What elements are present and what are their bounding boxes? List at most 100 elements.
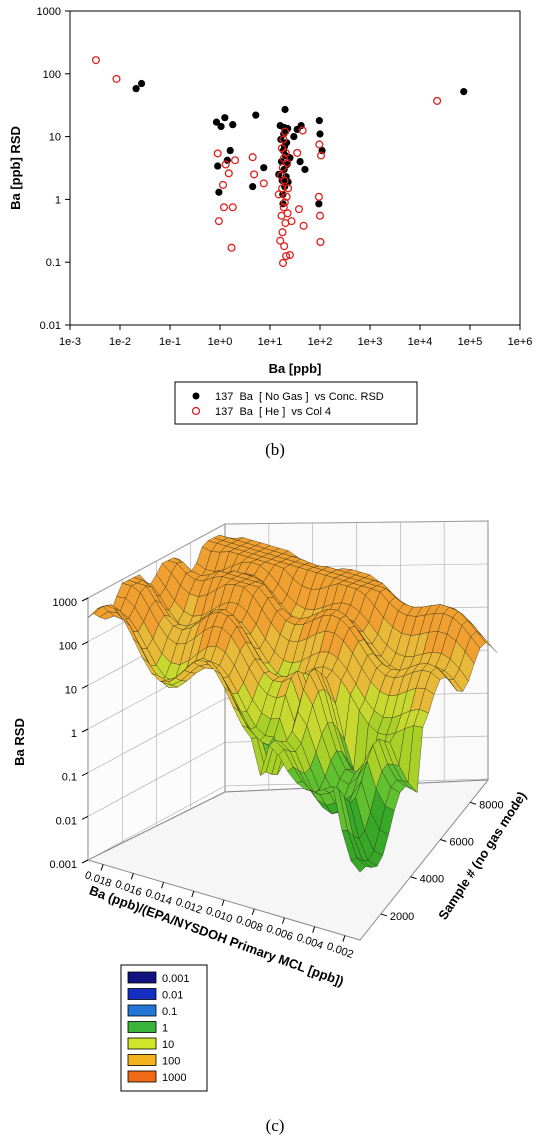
data-point-no-gas bbox=[283, 139, 291, 147]
data-point-no-gas bbox=[223, 156, 231, 164]
data-point-he bbox=[276, 236, 285, 245]
data-point-he bbox=[278, 184, 287, 193]
y-tick-label: 0.01 bbox=[40, 320, 61, 332]
color-legend-swatch bbox=[127, 971, 157, 984]
data-point-he bbox=[314, 192, 323, 201]
series-no-gas-points bbox=[132, 79, 468, 208]
data-point-no-gas bbox=[290, 133, 298, 141]
data-point-no-gas bbox=[249, 182, 257, 191]
data-point-no-gas bbox=[137, 79, 146, 88]
y-tick-label-3d: 4000 bbox=[420, 874, 444, 886]
data-point-he bbox=[214, 217, 223, 226]
data-point-he bbox=[280, 176, 289, 185]
scatter-chart-b: 1e-3 1e-2 1e-1 1e+0 1e+1 1e+2 1e+3 1e+4 1e+5 1e+6… bbox=[8, 6, 532, 459]
x-tick-mark-3d bbox=[161, 882, 165, 889]
legend: 137 Ba [ No Gas ] vs Conc. RSD 137 Ba [ … bbox=[174, 381, 418, 425]
x-tick-label: 1e+1 bbox=[258, 336, 283, 348]
plot-area-frame bbox=[69, 10, 521, 326]
x-tick-mark-3d bbox=[221, 899, 225, 907]
data-point-he bbox=[282, 192, 291, 201]
x-tick-label: 1e-2 bbox=[109, 336, 131, 348]
x-axis-ticks: 1e-3 1e-2 1e-1 1e+0 1e+1 1e+2 1e+3 1e+4 1e+5 1e+6 bbox=[59, 325, 532, 348]
legend-box bbox=[174, 381, 418, 425]
y-axis-label: Ba [ppb] RSD bbox=[8, 126, 23, 210]
x-tick-label: 1e+3 bbox=[358, 336, 383, 348]
data-point-he bbox=[287, 217, 296, 226]
z-tick-mark bbox=[81, 597, 89, 602]
x-tick-mark-3d bbox=[251, 908, 255, 916]
z-tick-label: 1000 bbox=[53, 597, 77, 609]
color-legend-label: 0.001 bbox=[162, 973, 190, 985]
color-legend-swatch bbox=[127, 1021, 157, 1033]
z-axis-label: Ba RSD bbox=[12, 718, 27, 766]
y-tick-label-3d: 2000 bbox=[390, 911, 414, 923]
surface-mesh bbox=[87, 534, 498, 873]
data-point-he bbox=[283, 209, 292, 218]
y-tick-label: 10 bbox=[49, 132, 61, 144]
z-axis-ticks: 1000 100 10 1 0.1 0.01 0.001 bbox=[49, 597, 89, 871]
data-point-no-gas bbox=[277, 135, 285, 144]
z-tick-label: 0.01 bbox=[56, 815, 77, 827]
x-tick-label-3d: 0.008 bbox=[234, 914, 264, 935]
y-axis-ticks-3d: 2000 4000 6000 8000 bbox=[380, 799, 504, 923]
z-tick-mark bbox=[81, 815, 89, 820]
color-legend-swatch bbox=[127, 1037, 157, 1050]
x-tick-mark-3d bbox=[130, 873, 134, 880]
color-legend-swatch bbox=[127, 1070, 157, 1083]
y-tick-mark-3d bbox=[380, 913, 387, 917]
data-point-he bbox=[259, 179, 268, 188]
z-tick-label: 0.001 bbox=[49, 859, 77, 871]
data-point-he bbox=[279, 135, 288, 144]
x-tick-label-3d: 0.002 bbox=[325, 940, 355, 961]
data-point-he bbox=[281, 148, 290, 157]
y-tick-label: 100 bbox=[43, 69, 61, 81]
x-axis-label: Ba [ppb] bbox=[269, 361, 322, 376]
data-point-no-gas bbox=[301, 165, 309, 174]
color-legend-swatch bbox=[127, 988, 157, 1000]
x-tick-label: 1e-1 bbox=[159, 336, 181, 348]
x-tick-mark-3d bbox=[191, 890, 195, 898]
data-point-no-gas bbox=[214, 162, 222, 170]
color-legend: 0.001 0.01 0.1 1 10 100 1000 bbox=[120, 964, 208, 1092]
data-point-no-gas bbox=[260, 164, 268, 172]
legend-label-no-gas: 137 Ba [ No Gas ] vs Conc. RSD bbox=[215, 391, 384, 403]
y-tick-label: 0.1 bbox=[46, 257, 61, 269]
x-tick-label-3d: 0.004 bbox=[295, 932, 325, 953]
y-tick-label-3d: 8000 bbox=[479, 799, 503, 811]
color-legend-label: 100 bbox=[162, 1056, 180, 1068]
x-tick-mark-3d bbox=[342, 935, 346, 942]
color-legend-label: 1 bbox=[162, 1023, 168, 1035]
data-point-no-gas bbox=[315, 116, 323, 125]
legend-marker-he bbox=[191, 406, 201, 416]
x-tick-mark-3d bbox=[100, 864, 104, 871]
y-axis-ticks: 1000 100 10 1 0.1 0.01 bbox=[37, 6, 70, 332]
x-tick-label-3d: 0.006 bbox=[264, 923, 294, 944]
data-point-he bbox=[91, 56, 100, 65]
x-tick-label-3d: 0.010 bbox=[204, 905, 234, 926]
x-tick-label: 1e+6 bbox=[508, 336, 533, 348]
color-legend-label: 1000 bbox=[162, 1072, 186, 1084]
data-point-he bbox=[213, 149, 222, 158]
data-point-he bbox=[248, 153, 257, 162]
data-point-no-gas bbox=[229, 121, 237, 129]
data-point-he bbox=[285, 250, 294, 260]
data-point-he bbox=[282, 252, 291, 261]
x-tick-label: 1e-3 bbox=[59, 336, 81, 348]
data-point-no-gas bbox=[215, 188, 223, 196]
x-tick-mark-3d bbox=[312, 926, 316, 933]
data-point-he bbox=[280, 242, 289, 251]
data-point-no-gas bbox=[252, 111, 260, 119]
data-point-he bbox=[221, 160, 230, 169]
data-point-he bbox=[316, 237, 325, 247]
legend-label-he: 137 Ba [ He ] vs Col 4 bbox=[215, 406, 331, 418]
data-point-he bbox=[227, 243, 236, 252]
x-tick-mark-3d bbox=[281, 917, 285, 924]
data-point-he bbox=[250, 170, 259, 179]
data-point-no-gas bbox=[226, 146, 234, 155]
data-point-he bbox=[280, 198, 289, 207]
data-point-he bbox=[317, 151, 326, 160]
data-point-he bbox=[274, 190, 283, 199]
z-tick-mark bbox=[81, 641, 89, 646]
data-point-he bbox=[284, 184, 293, 193]
